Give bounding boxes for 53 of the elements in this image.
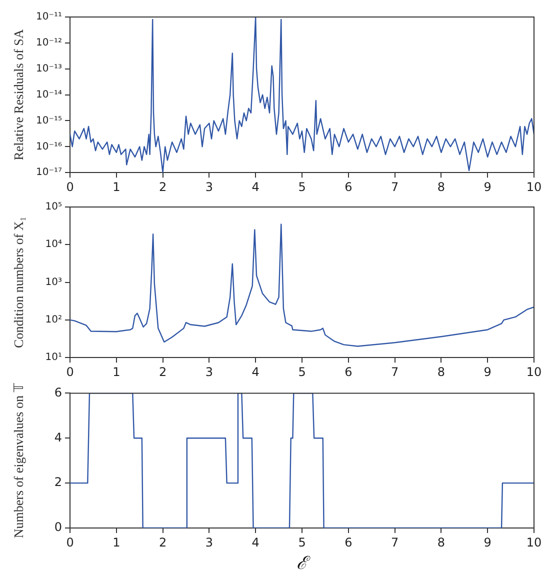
x-tick-label: 4 xyxy=(252,535,260,550)
x-tick-label: 2 xyxy=(158,364,167,379)
y-axis-title: Condition numbers of X₁ xyxy=(11,216,26,348)
x-tick-label: 8 xyxy=(437,180,446,194)
x-tick-label: 9 xyxy=(484,180,492,194)
x-tick-label: 3 xyxy=(205,180,214,194)
x-tick-label: 7 xyxy=(390,535,399,550)
x-tick-label: 0 xyxy=(66,535,74,550)
y-tick-label: 10⁴ xyxy=(45,239,62,250)
y-tick-label: 4 xyxy=(54,430,62,444)
y-axis-title: Numbers of eigenvalues on 𝕋 xyxy=(11,382,26,538)
x-tick-label: 0 xyxy=(66,364,74,379)
x-tick-label: 1 xyxy=(112,180,120,194)
x-tick-label: 9 xyxy=(484,364,492,379)
y-tick-label: 10² xyxy=(45,314,62,326)
x-tick-label: 10 xyxy=(526,535,542,550)
x-tick-label: 8 xyxy=(437,535,446,550)
x-tick-label: 0 xyxy=(66,180,74,194)
y-tick-label: 10⁻¹³ xyxy=(36,63,62,74)
y-tick-label: 10¹ xyxy=(45,352,62,364)
y-tick-label: 10⁻¹⁵ xyxy=(36,115,62,126)
x-tick-label: 5 xyxy=(298,535,306,550)
y-tick-label: 10⁻¹⁷ xyxy=(36,167,62,178)
x-tick-label: 3 xyxy=(205,364,214,379)
x-tick-label: 4 xyxy=(252,180,260,194)
y-tick-label: 10⁻¹¹ xyxy=(36,12,62,23)
y-tick-label: 10⁻¹² xyxy=(36,38,62,49)
y-tick-label: 10⁻¹⁴ xyxy=(36,89,62,100)
y-axis-title: Relative Residuals of SA xyxy=(11,28,26,160)
x-tick-label: 10 xyxy=(526,180,542,194)
x-axis-title: ℰ xyxy=(296,552,310,574)
x-tick-label: 8 xyxy=(437,364,446,379)
y-tick-label: 6 xyxy=(54,385,62,400)
x-tick-label: 10 xyxy=(526,364,542,379)
x-tick-label: 6 xyxy=(344,535,352,550)
x-tick-label: 5 xyxy=(298,180,306,194)
x-tick-label: 7 xyxy=(390,364,399,379)
x-tick-label: 5 xyxy=(298,364,306,379)
x-tick-label: 6 xyxy=(344,180,352,194)
x-tick-label: 4 xyxy=(252,364,260,379)
y-tick-label: 0 xyxy=(54,520,62,534)
x-tick-label: 6 xyxy=(344,364,352,379)
x-tick-label: 7 xyxy=(390,180,399,194)
y-tick-label: 10⁵ xyxy=(45,202,62,213)
x-tick-label: 2 xyxy=(158,535,167,550)
x-tick-label: 2 xyxy=(158,180,167,194)
x-tick-label: 1 xyxy=(112,535,120,550)
x-tick-label: 1 xyxy=(112,364,120,379)
y-tick-label: 10⁻¹⁶ xyxy=(36,141,62,152)
x-tick-label: 3 xyxy=(205,535,214,550)
y-tick-label: 2 xyxy=(54,475,62,490)
x-tick-label: 9 xyxy=(484,535,492,550)
y-tick-label: 10³ xyxy=(45,276,62,288)
